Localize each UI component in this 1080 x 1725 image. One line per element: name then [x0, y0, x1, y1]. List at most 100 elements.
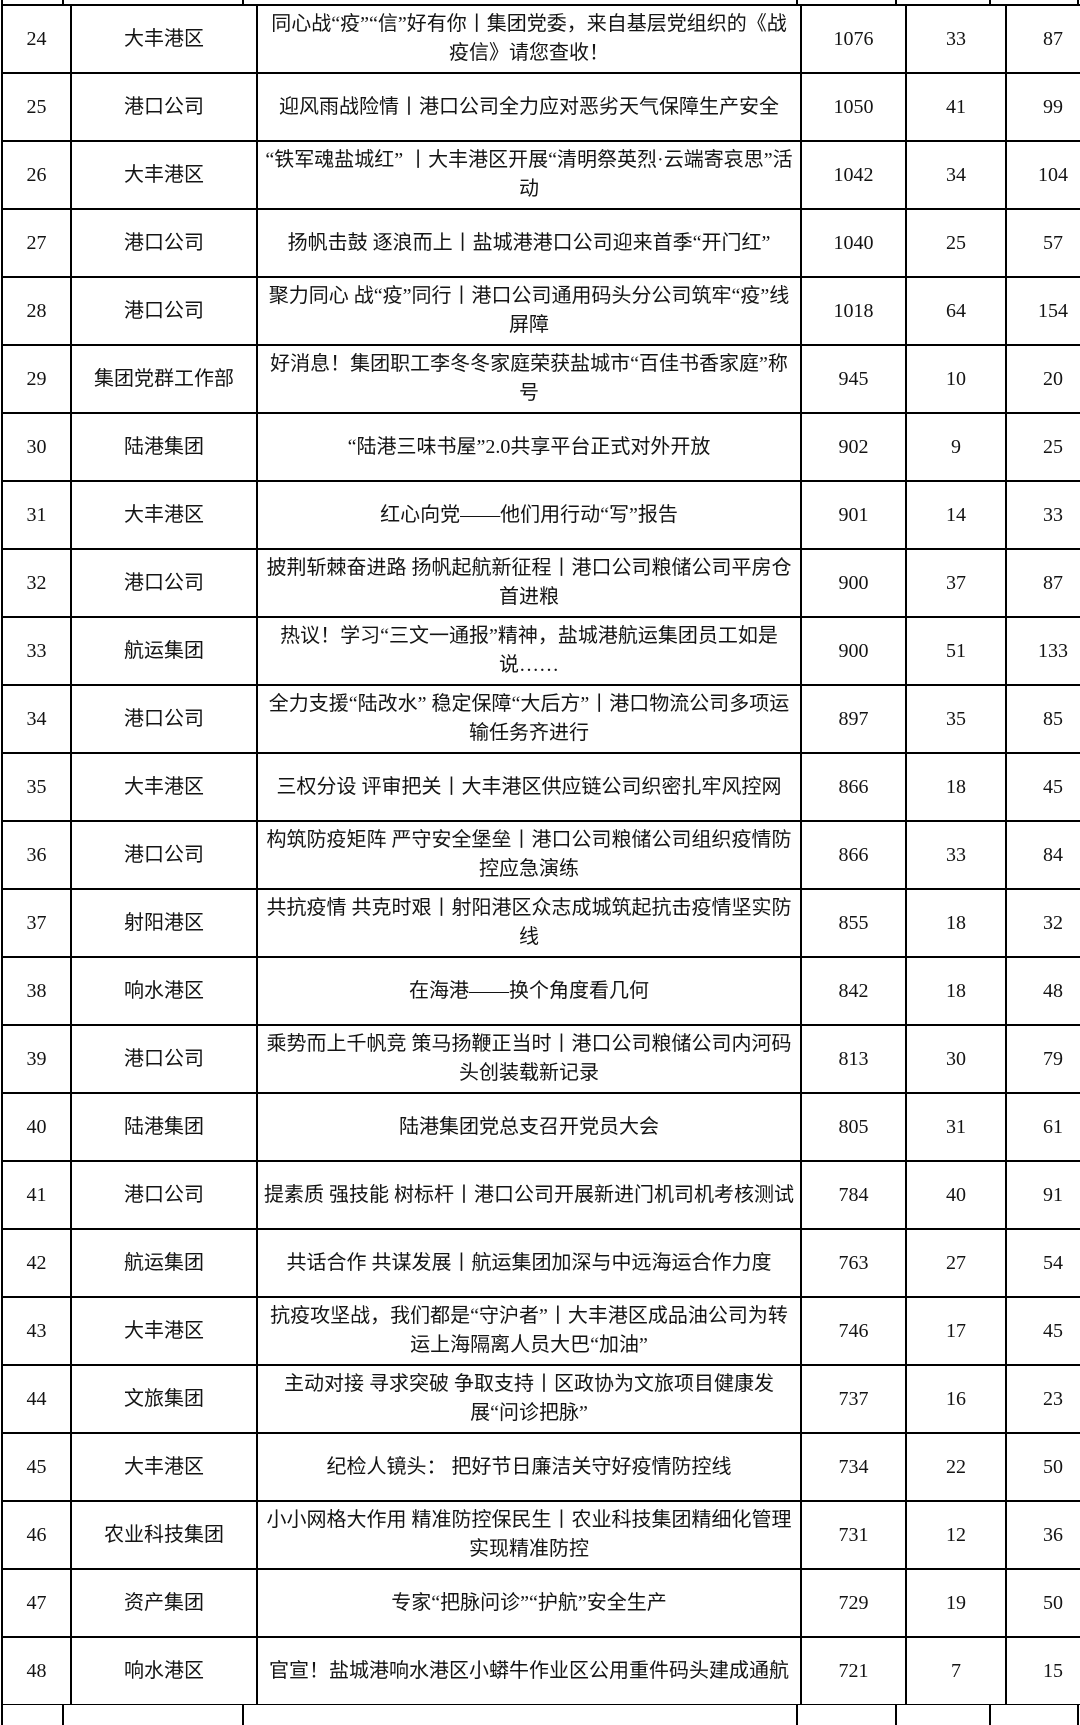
cell-title: 陆港集团党总支召开党员大会 — [256, 1092, 802, 1162]
cell-department: 文旅集团 — [70, 1364, 258, 1434]
cell-likes: 154 — [1005, 276, 1080, 346]
cell-title: 共话合作 共谋发展丨航运集团加深与中远海运合作力度 — [256, 1228, 802, 1298]
cell-reads: 1040 — [800, 208, 907, 278]
cell-likes: 50 — [1005, 1432, 1080, 1502]
cell-reads: 901 — [800, 480, 907, 550]
cell-reads: 729 — [800, 1568, 907, 1638]
cell-rank: 42 — [1, 1228, 72, 1298]
cell-shares: 25 — [905, 208, 1007, 278]
table-row: 42 航运集团 共话合作 共谋发展丨航运集团加深与中远海运合作力度 763 27 54 — [1, 1228, 1080, 1298]
cell-title: 抗疫攻坚战，我们都是“守沪者”丨大丰港区成品油公司为转运上海隔离人员大巴“加油” — [256, 1296, 802, 1366]
cell-rank: 34 — [1, 684, 72, 754]
cell-rank: 48 — [1, 1636, 72, 1706]
cell-title: 专家“把脉问诊”“护航”安全生产 — [256, 1568, 802, 1638]
cell-rank: 30 — [1, 412, 72, 482]
cell-shares: 9 — [905, 412, 1007, 482]
cell-department: 大丰港区 — [70, 1296, 258, 1366]
table-row: 25 港口公司 迎风雨战险情丨港口公司全力应对恶劣天气保障生产安全 1050 41 99 — [1, 72, 1080, 142]
cell-rank: 33 — [1, 616, 72, 686]
column-border-stub — [62, 0, 64, 5]
table-row: 35 大丰港区 三权分设 评审把关丨大丰港区供应链公司织密扎牢风控网 866 18 45 — [1, 752, 1080, 822]
table-row: 41 港口公司 提素质 强技能 树标杆丨港口公司开展新进门机司机考核测试 784 40 9… — [1, 1160, 1080, 1230]
cell-shares: 40 — [905, 1160, 1007, 1230]
cell-rank: 35 — [1, 752, 72, 822]
cell-likes: 36 — [1005, 1500, 1080, 1570]
cell-rank: 40 — [1, 1092, 72, 1162]
cell-rank: 39 — [1, 1024, 72, 1094]
cell-likes: 33 — [1005, 480, 1080, 550]
table-row: 45 大丰港区 纪检人镜头： 把好节日廉洁关守好疫情防控线 734 22 50 — [1, 1432, 1080, 1502]
cell-shares: 51 — [905, 616, 1007, 686]
cell-shares: 17 — [905, 1296, 1007, 1366]
cell-reads: 805 — [800, 1092, 907, 1162]
table-row: 36 港口公司 构筑防疫矩阵 严守安全堡垒丨港口公司粮储公司组织疫情防控应急演练 86… — [1, 820, 1080, 890]
cell-department: 大丰港区 — [70, 4, 258, 74]
table-row: 31 大丰港区 红心向党——他们用行动“写”报告 901 14 33 — [1, 480, 1080, 550]
cell-rank: 24 — [1, 4, 72, 74]
table-row: 32 港口公司 披荆斩棘奋进路 扬帆起航新征程丨港口公司粮储公司平房仓首进粮 900 3… — [1, 548, 1080, 618]
column-border-stub — [895, 0, 897, 5]
cell-reads: 1076 — [800, 4, 907, 74]
articles-table: 24 大丰港区 同心战“疫”“信”好有你丨集团党委，来自基层党组织的《战疫信》请您查… — [1, 4, 1080, 1706]
table-row: 47 资产集团 专家“把脉问诊”“护航”安全生产 729 19 50 — [1, 1568, 1080, 1638]
cell-department: 大丰港区 — [70, 140, 258, 210]
cell-rank: 41 — [1, 1160, 72, 1230]
cell-rank: 26 — [1, 140, 72, 210]
column-border-stub — [242, 1705, 244, 1725]
cell-title: 乘势而上千帆竞 策马扬鞭正当时丨港口公司粮储公司内河码头创装载新记录 — [256, 1024, 802, 1094]
column-border-stub — [1077, 0, 1079, 5]
cell-department: 陆港集团 — [70, 1092, 258, 1162]
cell-department: 港口公司 — [70, 1024, 258, 1094]
cell-title: 披荆斩棘奋进路 扬帆起航新征程丨港口公司粮储公司平房仓首进粮 — [256, 548, 802, 618]
cell-department: 港口公司 — [70, 684, 258, 754]
cell-shares: 37 — [905, 548, 1007, 618]
cell-rank: 27 — [1, 208, 72, 278]
cell-reads: 763 — [800, 1228, 907, 1298]
cell-title: 小小网格大作用 精准防控保民生丨农业科技集团精细化管理实现精准防控 — [256, 1500, 802, 1570]
column-border-stub — [895, 1705, 897, 1725]
cell-likes: 87 — [1005, 4, 1080, 74]
table-row: 46 农业科技集团 小小网格大作用 精准防控保民生丨农业科技集团精细化管理实现精准防… — [1, 1500, 1080, 1570]
cell-reads: 842 — [800, 956, 907, 1026]
cell-likes: 87 — [1005, 548, 1080, 618]
cell-shares: 19 — [905, 1568, 1007, 1638]
cell-rank: 38 — [1, 956, 72, 1026]
cell-shares: 33 — [905, 820, 1007, 890]
cell-rank: 36 — [1, 820, 72, 890]
cell-likes: 99 — [1005, 72, 1080, 142]
cell-title: 提素质 强技能 树标杆丨港口公司开展新进门机司机考核测试 — [256, 1160, 802, 1230]
cell-rank: 45 — [1, 1432, 72, 1502]
table-row: 26 大丰港区 “铁军魂盐城红” 丨大丰港区开展“清明祭英烈·云端寄哀思”活动 104… — [1, 140, 1080, 210]
cell-likes: 15 — [1005, 1636, 1080, 1706]
cell-likes: 91 — [1005, 1160, 1080, 1230]
cell-shares: 18 — [905, 752, 1007, 822]
cell-likes: 45 — [1005, 752, 1080, 822]
cell-rank: 32 — [1, 548, 72, 618]
cell-reads: 721 — [800, 1636, 907, 1706]
table-row: 39 港口公司 乘势而上千帆竞 策马扬鞭正当时丨港口公司粮储公司内河码头创装载新记录… — [1, 1024, 1080, 1094]
cell-title: 聚力同心 战“疫”同行丨港口公司通用码头分公司筑牢“疫”线屏障 — [256, 276, 802, 346]
cell-rank: 46 — [1, 1500, 72, 1570]
cell-likes: 54 — [1005, 1228, 1080, 1298]
cell-title: 官宣！盐城港响水港区小蟒牛作业区公用重件码头建成通航 — [256, 1636, 802, 1706]
cell-shares: 22 — [905, 1432, 1007, 1502]
cell-reads: 734 — [800, 1432, 907, 1502]
table-row: 29 集团党群工作部 好消息！集团职工李冬冬家庭荣获盐城市“百佳书香家庭”称号 945… — [1, 344, 1080, 414]
cell-title: 在海港——换个角度看几何 — [256, 956, 802, 1026]
cell-rank: 31 — [1, 480, 72, 550]
cell-rank: 44 — [1, 1364, 72, 1434]
table-row: 38 响水港区 在海港——换个角度看几何 842 18 48 — [1, 956, 1080, 1026]
table-row: 27 港口公司 扬帆击鼓 逐浪而上丨盐城港港口公司迎来首季“开门红” 1040 25 57 — [1, 208, 1080, 278]
cell-likes: 23 — [1005, 1364, 1080, 1434]
cell-shares: 14 — [905, 480, 1007, 550]
table-row: 44 文旅集团 主动对接 寻求突破 争取支持丨区政协为文旅项目健康发展“问诊把脉” 7… — [1, 1364, 1080, 1434]
cell-shares: 30 — [905, 1024, 1007, 1094]
cell-reads: 945 — [800, 344, 907, 414]
cell-likes: 104 — [1005, 140, 1080, 210]
cell-likes: 79 — [1005, 1024, 1080, 1094]
cell-likes: 57 — [1005, 208, 1080, 278]
cell-likes: 61 — [1005, 1092, 1080, 1162]
cell-department: 响水港区 — [70, 956, 258, 1026]
cell-reads: 866 — [800, 752, 907, 822]
cell-title: 构筑防疫矩阵 严守安全堡垒丨港口公司粮储公司组织疫情防控应急演练 — [256, 820, 802, 890]
